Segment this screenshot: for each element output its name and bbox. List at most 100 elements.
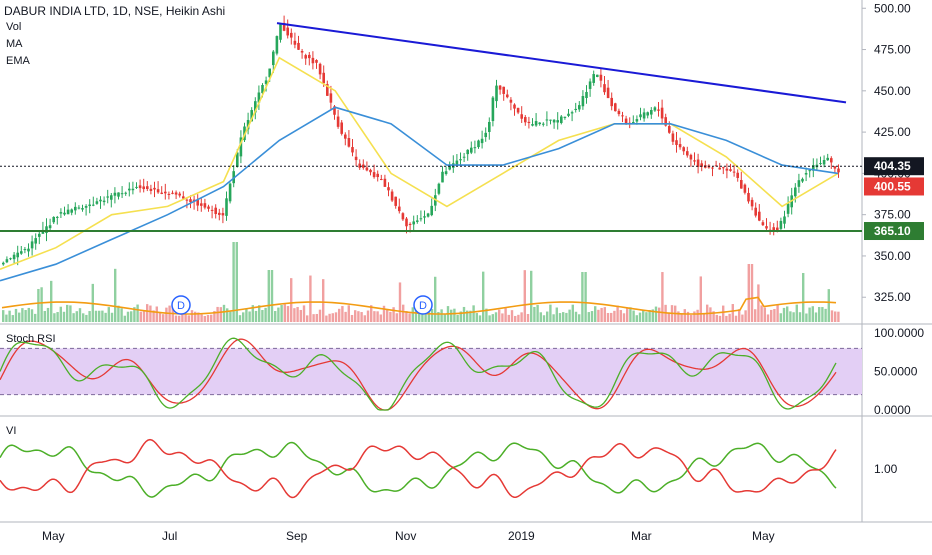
- indicator-ma-label[interactable]: MA: [6, 38, 23, 50]
- indicator-ema-label[interactable]: EMA: [6, 55, 30, 67]
- volume-bar: [258, 305, 261, 322]
- candle-body: [653, 107, 657, 111]
- volume-bar: [747, 264, 750, 322]
- candle-body: [786, 203, 790, 214]
- volume-bar: [590, 311, 594, 322]
- candle-body: [430, 205, 433, 216]
- volume-bar: [427, 307, 430, 322]
- candle-body: [718, 167, 721, 170]
- candle-body: [484, 132, 487, 138]
- volume-bar: [690, 314, 693, 322]
- candle-body: [228, 183, 232, 202]
- volume-bar: [264, 307, 267, 322]
- candle-body: [426, 213, 430, 217]
- candle-body: [545, 119, 549, 121]
- candle-body: [347, 137, 351, 147]
- volume-bar: [110, 312, 114, 322]
- volume-bar: [251, 305, 254, 322]
- volume-bar: [440, 309, 443, 322]
- volume-bar: [222, 304, 226, 322]
- candle-body: [9, 258, 12, 260]
- candle-body: [203, 203, 207, 208]
- volume-bar: [50, 280, 53, 322]
- volume-bar: [245, 308, 248, 322]
- volume-bar: [363, 315, 366, 322]
- candle-body: [2, 262, 5, 265]
- candle-body: [246, 119, 250, 130]
- volume-bar: [88, 311, 91, 322]
- candle-body: [185, 199, 189, 201]
- volume-bar: [312, 314, 315, 322]
- candle-body: [671, 133, 675, 142]
- candle-body: [254, 101, 257, 113]
- candle-body: [48, 225, 52, 229]
- candle-body: [135, 186, 138, 188]
- volume-bar: [139, 311, 142, 322]
- stoch-k-line: [0, 337, 837, 411]
- volume-bar: [597, 309, 600, 322]
- candle-body: [95, 201, 99, 204]
- volume-bar: [811, 306, 814, 322]
- candle-body: [290, 32, 293, 38]
- volume-bar: [478, 315, 482, 322]
- candle-body: [812, 165, 815, 171]
- volume-bar: [82, 313, 85, 322]
- candle-body: [38, 233, 41, 237]
- volume-bar: [510, 310, 514, 322]
- candle-body: [63, 212, 66, 215]
- candle-body: [833, 166, 837, 169]
- volume-bar: [594, 306, 597, 322]
- volume-bar: [734, 315, 738, 322]
- candle-body: [657, 109, 660, 111]
- volume-bar: [766, 314, 770, 322]
- candle-body: [66, 209, 70, 215]
- candle-body: [675, 140, 678, 145]
- volume-bar: [475, 313, 478, 322]
- indicator-vol-label[interactable]: Vol: [6, 21, 22, 33]
- volume-bar: [267, 270, 270, 322]
- volume-bar: [776, 304, 779, 322]
- candle-body: [99, 199, 102, 202]
- candle-body: [405, 218, 408, 227]
- candle-body: [84, 206, 88, 208]
- candle-body: [106, 196, 109, 198]
- volume-bar: [488, 315, 491, 322]
- volume-bar: [565, 312, 568, 322]
- vi-label[interactable]: VI: [6, 425, 17, 437]
- candle-body: [401, 213, 405, 220]
- candle-body: [621, 115, 624, 117]
- volume-bar: [485, 308, 488, 322]
- volume-bar: [318, 309, 322, 322]
- candle-body: [534, 121, 538, 126]
- candle-body: [20, 251, 23, 254]
- volume-bar: [491, 314, 494, 322]
- volume-bar: [296, 306, 299, 322]
- volume-bar: [69, 305, 72, 322]
- stoch-rsi-label[interactable]: Stoch RSI: [6, 333, 56, 345]
- candle-body: [830, 158, 833, 163]
- volume-bar: [715, 314, 718, 322]
- candle-body: [682, 147, 685, 152]
- volume-bar: [603, 307, 606, 322]
- candle-body: [365, 167, 369, 171]
- candle-body: [351, 147, 354, 153]
- candle-body: [804, 173, 808, 175]
- candle-body: [560, 116, 563, 124]
- candle-body: [88, 204, 91, 206]
- candle-body: [221, 213, 225, 216]
- candle-body: [732, 171, 736, 173]
- candle-body: [196, 200, 199, 206]
- candle-body: [678, 144, 682, 148]
- volume-bar: [152, 310, 155, 322]
- volume-bar: [382, 305, 386, 322]
- candle-body: [340, 122, 343, 134]
- candle-body: [772, 227, 775, 231]
- candle-body: [423, 216, 426, 218]
- volume-bar: [72, 313, 75, 322]
- candle-body: [552, 119, 556, 123]
- candle-body: [592, 74, 595, 83]
- time-axis-label: May: [752, 529, 775, 543]
- volume-bar: [40, 287, 43, 322]
